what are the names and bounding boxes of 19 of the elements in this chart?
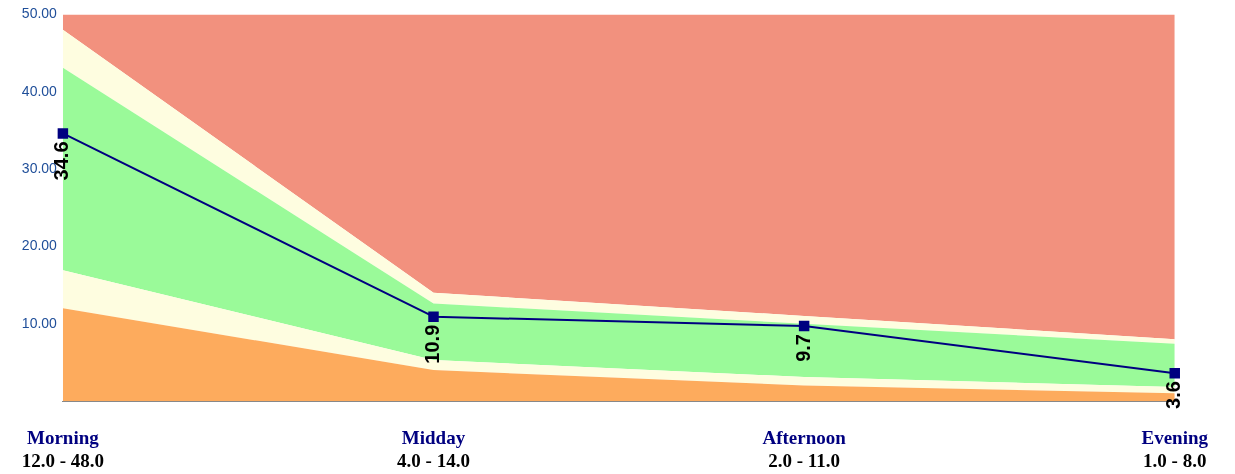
text: 2.0 - 11.0 bbox=[768, 449, 841, 471]
point bbox=[57, 128, 69, 139]
x-tick-label: Afternoon bbox=[762, 427, 847, 449]
y-tick-label: 10.00 bbox=[21, 314, 58, 331]
point bbox=[798, 320, 810, 332]
data-label: 3.6 bbox=[1162, 381, 1185, 409]
point bbox=[1169, 367, 1180, 379]
data-label: 9.7 bbox=[791, 334, 814, 362]
data-label: 10.9 bbox=[421, 324, 444, 364]
x-tick-label: Midday bbox=[401, 427, 466, 449]
x-tick-label: Evening bbox=[1141, 427, 1209, 449]
text: 12.0 - 48.0 bbox=[21, 449, 105, 471]
text: 1.0 - 8.0 bbox=[1143, 449, 1207, 471]
x-tick-label: Morning bbox=[27, 427, 100, 449]
y-tick-label: 20.00 bbox=[21, 237, 58, 254]
y-tick-label: 50.00 bbox=[21, 5, 58, 22]
point bbox=[428, 311, 439, 322]
y-tick-label: 40.00 bbox=[21, 82, 58, 99]
text: 4.0 - 14.0 bbox=[397, 449, 470, 471]
